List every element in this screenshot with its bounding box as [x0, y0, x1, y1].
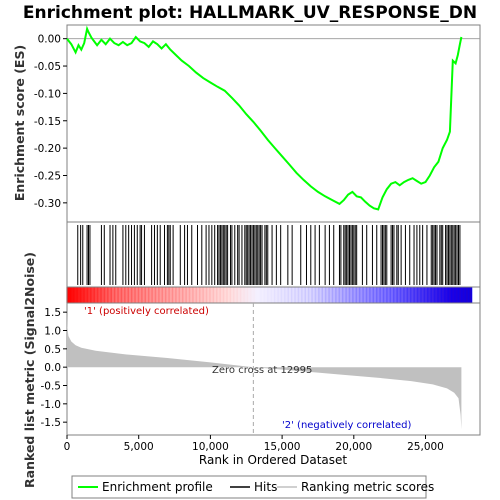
positive-correlated-label: '1' (positively correlated) [84, 306, 209, 317]
legend-metric-label: Ranking metric scores [301, 480, 434, 494]
enrichment-profile-line [66, 25, 463, 211]
es-y-tick-label: -0.05 [34, 61, 61, 73]
es-y-tick-label: -0.10 [34, 88, 61, 100]
es-y-axis: 0.00 -0.05 -0.10 -0.15 -0.20 -0.25 -0.30 [34, 34, 67, 210]
es-y-tick-label: 0.00 [38, 34, 61, 46]
enrichment-panel [66, 24, 481, 223]
x-tick-label: 5,000 [124, 441, 154, 453]
x-tick-label: 0 [64, 441, 71, 453]
rm-y-tick-label: -1.0 [41, 399, 62, 411]
ranked-metric-x-axis: 0 5,000 10,000 15,000 20,000 25,000 [64, 435, 444, 453]
legend-enrichment-label: Enrichment profile [102, 480, 213, 494]
rm-y-tick-label: 0.5 [44, 344, 61, 356]
es-y-axis-label: Enrichment score (ES) [12, 45, 27, 201]
rm-y-tick-label: -0.5 [41, 381, 62, 393]
rank-color-bar-stripes [66, 287, 473, 303]
rm-y-tick-label: -1.5 [41, 417, 62, 429]
es-y-tick-label: -0.20 [34, 143, 61, 155]
zero-cross-label: Zero cross at 12995 [212, 365, 312, 376]
rm-y-tick-label: 0.0 [44, 362, 61, 374]
ranked-metric-y-axis-label: Ranked list metric (Signal2Noise) [22, 252, 37, 488]
rank-color-bar [67, 287, 472, 303]
ranked-metric-y-axis: 1.5 1.0 0.5 0.0 -0.5 -1.0 -1.5 [41, 307, 67, 429]
es-y-tick-label: -0.30 [34, 198, 61, 210]
hit-marks [77, 225, 461, 285]
chart-title: Enrichment plot: HALLMARK_UV_RESPONSE_DN [23, 3, 477, 23]
x-tick-label: 10,000 [192, 441, 229, 453]
ranking-metric-area [67, 312, 462, 430]
rm-y-tick-label: 1.0 [44, 326, 61, 338]
es-y-tick-label: -0.15 [34, 116, 61, 128]
negative-correlated-label: '2' (negatively correlated) [282, 420, 411, 431]
x-tick-label: 25,000 [407, 441, 444, 453]
hits-panel [66, 221, 481, 288]
rm-y-tick-label: 1.5 [44, 307, 61, 319]
legend-hits-label: Hits [254, 480, 277, 494]
x-tick-label: 20,000 [335, 441, 372, 453]
es-y-tick-label: -0.25 [34, 170, 61, 182]
x-tick-label: 15,000 [264, 441, 301, 453]
x-axis-label: Rank in Ordered Dataset [199, 453, 347, 467]
